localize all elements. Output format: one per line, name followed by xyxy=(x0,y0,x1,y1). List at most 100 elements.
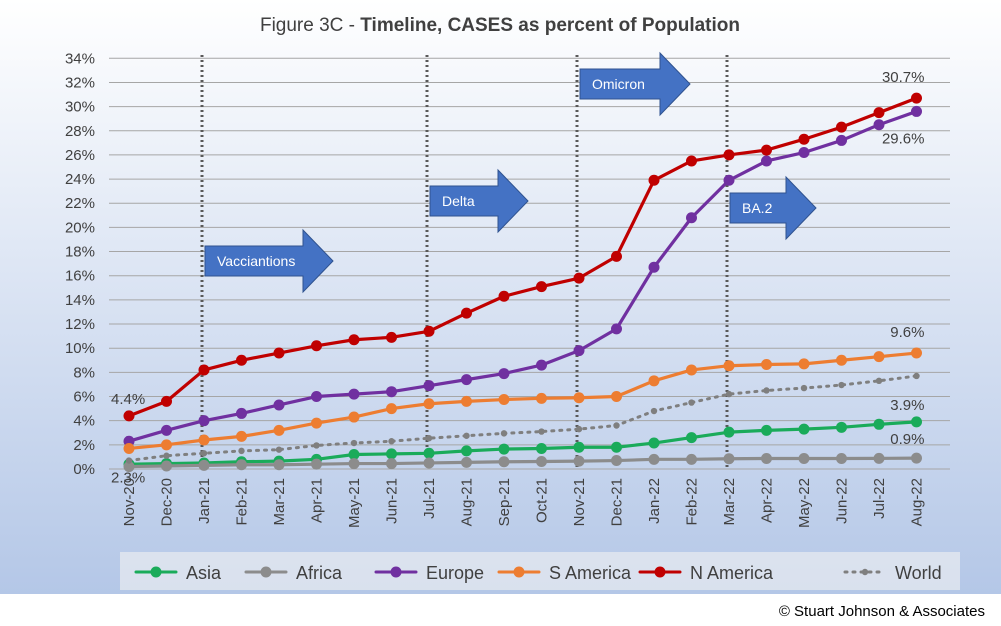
data-point xyxy=(536,281,547,293)
data-point xyxy=(686,212,697,224)
data-point xyxy=(536,442,547,454)
x-tick-label: Mar-22 xyxy=(721,478,738,526)
data-point xyxy=(611,455,622,467)
x-tick-label: Jan-22 xyxy=(646,478,663,524)
data-point xyxy=(423,398,435,410)
data-point xyxy=(723,360,735,372)
data-point xyxy=(648,261,660,273)
chart-title-main: Timeline, CASES as percent of Population xyxy=(360,15,740,36)
data-point xyxy=(686,364,697,376)
data-point xyxy=(873,351,885,363)
data-point xyxy=(763,387,770,394)
data-point xyxy=(273,399,285,411)
series-line xyxy=(127,351,919,451)
y-tick-label: 34% xyxy=(65,50,95,67)
data-point xyxy=(238,447,245,455)
data-point xyxy=(386,386,397,398)
data-point xyxy=(650,407,658,415)
legend-marker xyxy=(260,566,272,578)
data-point xyxy=(273,347,285,359)
data-point xyxy=(386,403,397,415)
data-point xyxy=(611,250,622,262)
y-tick-label: 2% xyxy=(73,437,95,454)
data-point xyxy=(461,395,472,407)
data-point xyxy=(498,456,510,468)
data-point xyxy=(723,149,735,161)
data-point xyxy=(686,155,697,167)
x-tick-label: Jun-21 xyxy=(384,478,401,524)
y-tick-label: 4% xyxy=(73,413,95,430)
data-point xyxy=(688,399,695,406)
y-tick-label: 14% xyxy=(65,292,95,309)
series-lines xyxy=(123,92,922,473)
data-point xyxy=(461,307,472,319)
data-point xyxy=(198,459,210,471)
series-line xyxy=(127,420,919,466)
data-point xyxy=(163,452,170,459)
legend-label: World xyxy=(895,563,942,583)
y-tick-label: 30% xyxy=(65,99,95,116)
data-point xyxy=(498,290,510,302)
data-point xyxy=(236,459,247,471)
annotation-label: Omicron xyxy=(592,76,645,92)
data-point xyxy=(573,272,585,284)
data-point xyxy=(875,377,883,385)
data-point xyxy=(613,422,620,429)
data-point xyxy=(836,354,847,366)
data-point xyxy=(836,134,847,146)
x-tick-label: Mar-21 xyxy=(271,478,288,526)
data-point xyxy=(648,437,660,449)
data-point xyxy=(161,395,172,407)
data-point xyxy=(761,452,772,464)
data-point xyxy=(761,144,772,156)
series-line xyxy=(127,374,918,463)
data-point xyxy=(236,407,247,419)
data-point xyxy=(798,358,810,370)
data-point xyxy=(611,441,622,453)
data-point xyxy=(161,439,172,451)
data-point xyxy=(386,458,397,470)
data-point xyxy=(348,458,360,470)
data-point xyxy=(723,174,735,186)
x-tick-label: May-22 xyxy=(796,478,813,528)
data-point xyxy=(348,449,360,461)
series-line xyxy=(127,456,919,469)
data-point xyxy=(611,323,622,335)
data-point xyxy=(536,359,547,371)
data-point xyxy=(686,432,697,444)
data-point xyxy=(836,421,847,433)
x-tick-label: Dec-21 xyxy=(609,478,626,526)
x-tick-label: Dec-20 xyxy=(159,478,176,526)
annotation-arrow xyxy=(429,168,529,234)
x-tick-label: Sep-21 xyxy=(496,478,513,526)
data-point xyxy=(611,391,622,403)
data-point xyxy=(200,450,208,457)
data-point xyxy=(573,345,585,357)
data-point xyxy=(161,424,172,436)
y-tick-label: 8% xyxy=(73,364,95,381)
legend-label: S America xyxy=(549,563,632,583)
data-point xyxy=(911,347,922,359)
data-label: 30.7% xyxy=(882,69,925,86)
data-point xyxy=(573,392,585,404)
data-point xyxy=(838,381,845,389)
data-labels: 4.4% 2.3% 30.7% 29.6% 9.6% 3.9% 0.9% xyxy=(111,69,925,486)
data-point xyxy=(498,368,510,380)
x-tick-label: Nov-20 xyxy=(121,478,138,526)
data-point xyxy=(198,434,210,446)
data-point xyxy=(723,426,735,438)
data-point xyxy=(125,457,133,464)
x-axis-ticks: Nov-20 Dec-20 Jan-21 Feb-21 Mar-21 Apr-21 May-… xyxy=(121,478,926,528)
data-point xyxy=(348,388,360,400)
legend-label: N America xyxy=(690,563,774,583)
data-point xyxy=(573,441,585,453)
annotations: Vacciantions Delta Omicron BA.2 xyxy=(204,51,817,294)
data-point xyxy=(575,425,583,433)
copyright-notice: © Stuart Johnson & Associates xyxy=(778,603,985,620)
annotation-arrow xyxy=(729,175,817,241)
legend-label: Europe xyxy=(426,563,484,583)
data-point xyxy=(686,453,697,465)
annotation-label: BA.2 xyxy=(742,200,773,216)
data-point xyxy=(386,331,397,343)
